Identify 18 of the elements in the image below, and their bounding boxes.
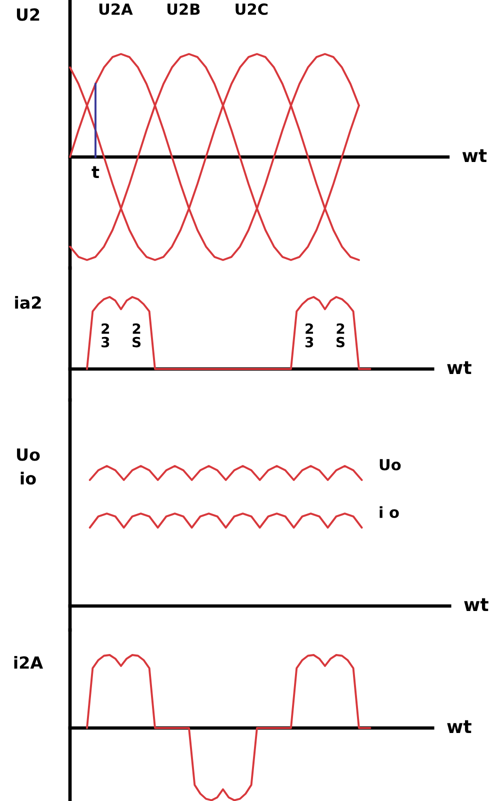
annotation: 2 3 bbox=[102, 323, 110, 348]
text: U2B bbox=[167, 3, 200, 15]
y-axis-title: Uo io bbox=[17, 448, 40, 485]
text: U2C bbox=[236, 3, 268, 15]
x-axis-title: wt bbox=[447, 720, 472, 733]
x-axis-title: wt bbox=[464, 598, 488, 611]
annotation: 2 3 bbox=[305, 323, 314, 348]
text: U2A bbox=[99, 3, 133, 15]
y-axis-title: U2 bbox=[16, 8, 40, 21]
annotation: 2 S bbox=[132, 323, 141, 348]
y-axis-title: ia2 bbox=[15, 296, 41, 309]
x-axis-title: wt bbox=[462, 149, 487, 162]
series-label: Uo bbox=[380, 459, 401, 470]
series-label: i o bbox=[380, 506, 399, 518]
y-axis-title: i2A bbox=[14, 656, 44, 669]
annotation: t bbox=[92, 166, 100, 178]
annotation: 2 S bbox=[336, 323, 345, 348]
x-axis-title: wt bbox=[447, 361, 472, 374]
